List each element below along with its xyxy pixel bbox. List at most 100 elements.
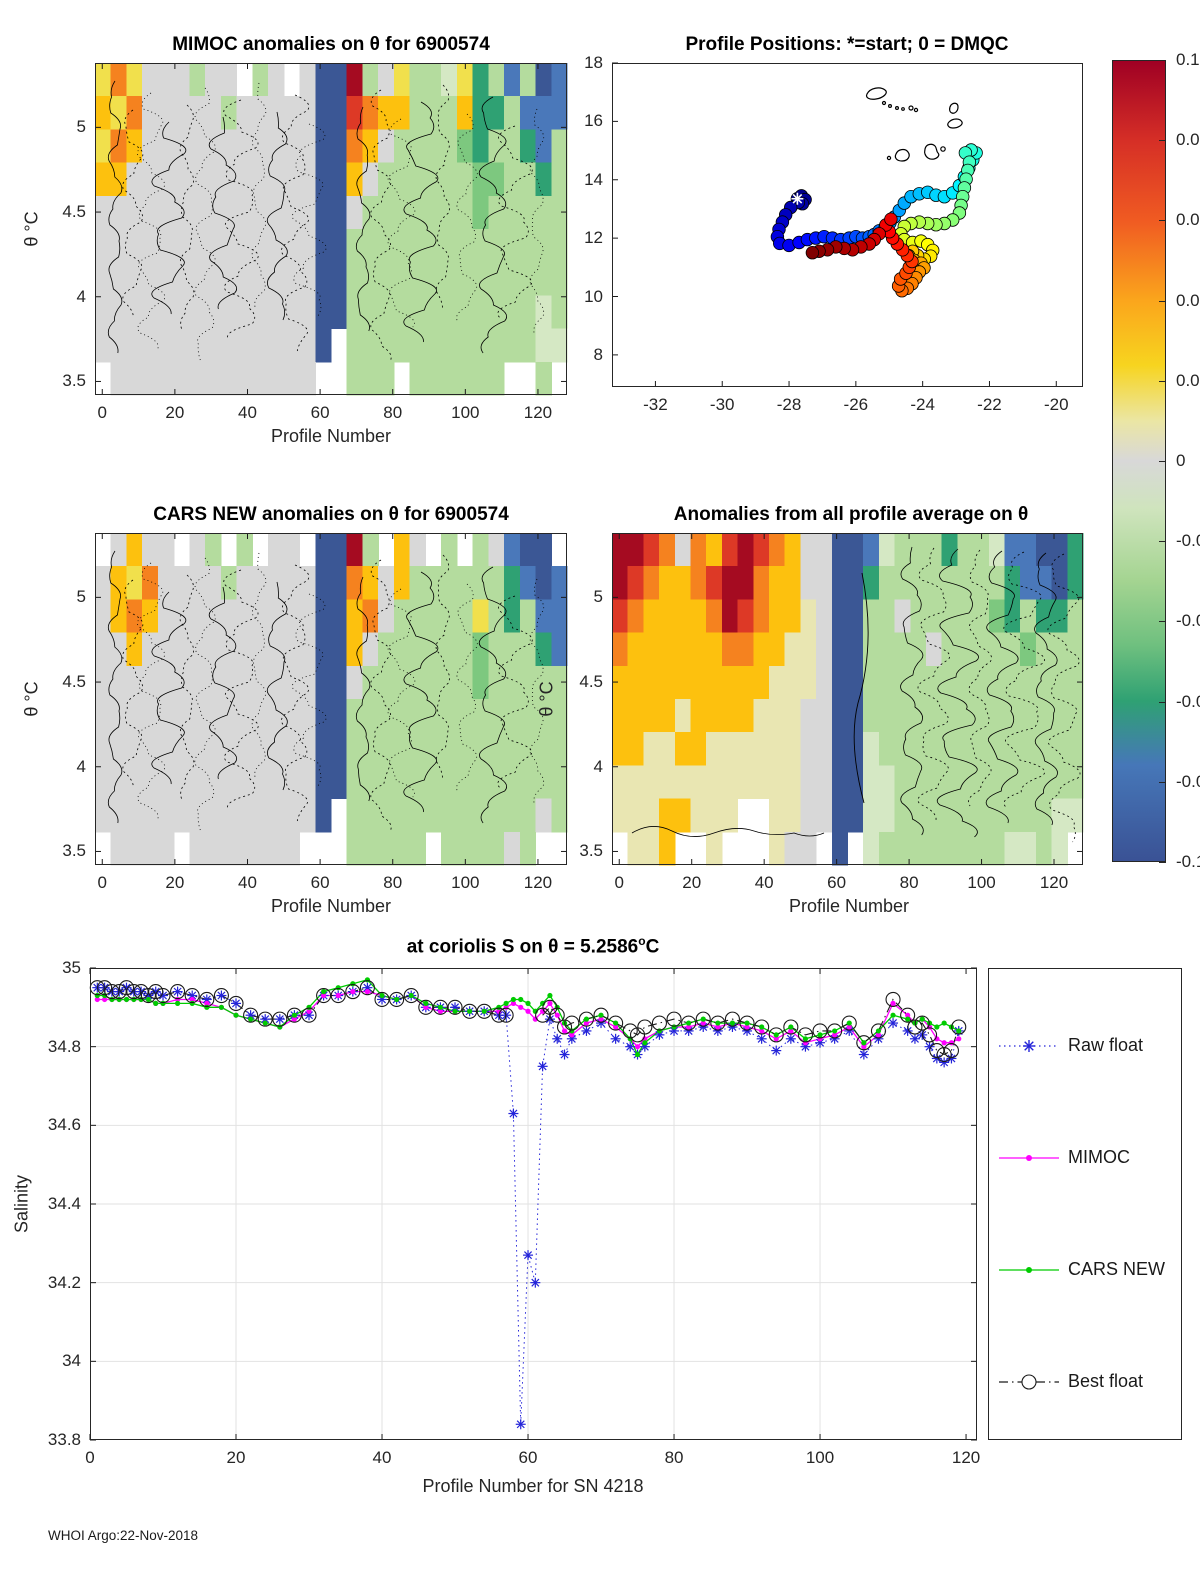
colorbar-tick-mark [1159,140,1166,142]
y-tick-label: 10 [584,286,603,306]
x-tick-label: 100 [451,403,480,422]
y-tick-label: 34.6 [47,1115,81,1135]
cars-xlabel: Profile Number [270,896,392,916]
salinity-xlabel: Profile Number for SN 4218 [422,1476,644,1496]
x-tick-label: 120 [523,403,553,422]
contour-lines [631,546,1081,843]
profile-positions-map [612,62,1083,387]
x-tick-label: 120 [1039,873,1069,892]
colorbar-tick-mark [1159,220,1166,222]
map-panel-title: Profile Positions: *=start; 0 = DMQC [685,34,1009,55]
colorbar-tick-label: -0.06 [1176,691,1200,711]
legend-label: MIMOC [1068,1147,1130,1167]
y-tick-label: 8 [593,344,603,364]
y-tick-label: 14 [584,169,603,189]
profile-position-dots [770,143,983,298]
y-tick-label: 5 [76,587,86,607]
colorbar-tick-mark [1159,701,1166,703]
x-tick-label: 0 [614,873,624,892]
mimoc-panel-title: MIMOC anomalies on θ for 6900574 [172,34,490,55]
x-tick-label: 80 [383,873,403,892]
y-tick-label: 33.8 [47,1430,81,1449]
x-tick-label: 40 [372,1448,392,1467]
colorbar-tick-label: 0.08 [1176,130,1200,150]
x-tick-label: 40 [754,873,774,892]
x-tick-label: -32 [643,395,668,414]
x-tick-label: 100 [451,873,480,892]
x-tick-label: 20 [226,1448,246,1467]
series-markers-best-float [89,980,967,1063]
legend-label: CARS NEW [1068,1259,1166,1279]
x-tick-label: 60 [310,873,330,892]
x-tick-label: 0 [97,873,107,892]
colorbar-tick-label: -0.02 [1176,531,1200,551]
x-tick-label: 80 [664,1448,684,1467]
y-tick-label: 5 [76,117,86,137]
mimoc-ylabel: θ °C [21,211,42,247]
y-tick-label: 5 [593,587,603,607]
mimoc-line-sample-icon [999,1154,1059,1161]
colorbar-tick-mark [1159,621,1166,623]
salinity-line-chart [89,967,977,1441]
colorbar-tick-mark [1159,380,1166,382]
colorbar-tick-label: -0.04 [1176,611,1200,631]
y-tick-label: 34.8 [47,1036,81,1056]
contour-lines [107,80,545,363]
x-tick-label: 120 [523,873,553,892]
x-tick-label: 40 [238,403,257,422]
y-tick-label: 4 [593,756,603,776]
y-tick-label: 18 [584,53,603,72]
salinity-legend: Raw float MIMOC CARS NEW Best float [988,968,1182,1440]
salinity-ylabel: Salinity [11,1174,32,1234]
colorbar-tick-mark [1159,862,1166,863]
x-tick-label: 120 [951,1448,981,1467]
x-tick-label: 20 [682,873,702,892]
heatmap-cells [95,63,568,396]
x-tick-label: 20 [165,873,185,892]
x-tick-label: 80 [383,403,403,422]
colorbar-tick-mark [1159,461,1166,462]
x-tick-label: 20 [165,403,185,422]
y-tick-label: 34 [62,1351,81,1371]
legend-label: Raw float [1068,1035,1144,1055]
x-tick-label: 60 [310,403,330,422]
colorbar-tick-label: 0 [1176,451,1186,470]
raw-float-line-sample-icon [999,1039,1059,1052]
colorbar-tick-label: 0.02 [1176,370,1200,390]
avg-ylabel: θ °C [536,681,557,717]
x-tick-label: -24 [910,395,935,414]
best-float-line-sample-icon [999,1373,1059,1390]
colorbar-tick-mark [1159,300,1166,302]
mimoc-xlabel: Profile Number [270,426,392,446]
y-tick-label: 3.5 [579,841,603,861]
watermark-text: WHOI Argo:22-Nov-2018 [48,1528,199,1543]
colorbar-tick-mark [1159,781,1166,783]
anomaly-colorbar [1112,60,1166,862]
colorbar-tick-label: -0.08 [1176,771,1200,791]
start-marker [791,192,804,205]
cars-new-line-sample-icon [999,1266,1059,1273]
colorbar-tick-label: -0.1 [1176,852,1200,871]
mimoc-anomaly-heatmap [95,63,568,396]
x-tick-label: 100 [967,873,996,892]
colorbar-tick-label: 0.04 [1176,290,1200,310]
y-tick-label: 4.5 [579,672,603,692]
x-tick-label: 0 [85,1448,95,1467]
x-tick-label: -20 [1043,395,1069,414]
legend-entry-mimoc: MIMOC [997,1147,1130,1168]
legend-entry-best-float: Best float [997,1371,1143,1392]
y-tick-label: 4.5 [62,672,86,692]
x-tick-label: -30 [709,395,735,414]
avg-anomaly-heatmap [612,533,1084,866]
x-tick-label: 100 [805,1448,835,1467]
heatmap-cells [612,533,1084,866]
legend-entry-raw-float: Raw float [997,1035,1143,1056]
colorbar-tick-mark [1159,541,1166,543]
x-tick-label: 80 [899,873,919,892]
cars-panel-title: CARS NEW anomalies on θ for 6900574 [153,504,509,525]
y-tick-label: 4 [76,756,86,776]
x-tick-label: 60 [827,873,847,892]
avg-panel-title: Anomalies from all profile average on θ [673,504,1029,525]
y-tick-label: 35 [62,958,81,977]
x-tick-label: -26 [843,395,869,414]
